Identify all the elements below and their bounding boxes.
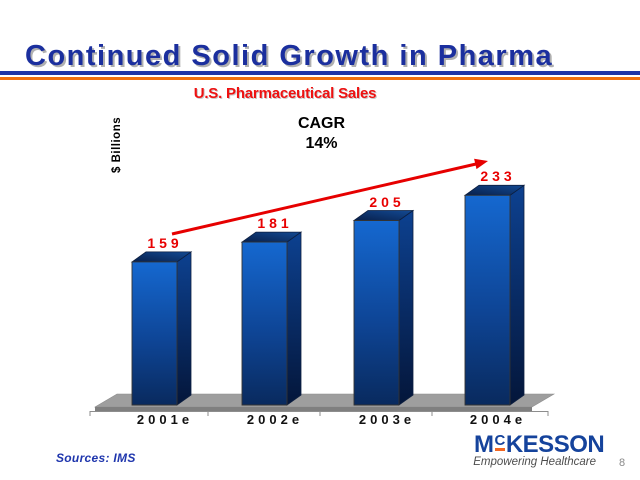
bar-value-label: 181: [257, 215, 293, 232]
chart-subtitle: U.S. Pharmaceutical Sales: [193, 85, 377, 102]
trend-arrow-line: [171, 162, 477, 236]
x-axis-label: 2002e: [246, 412, 304, 427]
bar-2002e: [241, 241, 288, 406]
cagr-label: CAGR: [297, 115, 346, 132]
bar-value-label: 205: [369, 193, 405, 210]
bar-side-2004e: [509, 184, 525, 406]
page-number: 8: [619, 457, 626, 469]
bar-2003e: [353, 220, 400, 406]
bar-2004e: [464, 194, 511, 406]
bar-side-2003e: [398, 209, 414, 406]
logo-superscript-c: C: [494, 432, 505, 451]
cagr-annotation: CAGR 14%: [271, 114, 372, 154]
chart-floor-front: [95, 407, 532, 411]
logo-wordmark-rest: KESSON: [505, 431, 605, 458]
bar-2001e: [131, 261, 178, 406]
title-rule-blue: [0, 71, 640, 75]
title-rule-orange: [0, 77, 640, 80]
mckesson-logo: MCKESSON: [474, 431, 605, 458]
logo-m: M: [474, 431, 494, 458]
slide-title: Continued Solid Growth in Pharma: [25, 40, 554, 72]
cagr-value: 14%: [305, 135, 338, 152]
source-note: Sources: IMS: [56, 451, 136, 465]
x-axis-label: 2004e: [469, 412, 527, 427]
x-axis-label: 2001e: [136, 412, 194, 427]
bar-value-label: 159: [147, 234, 183, 251]
bar-side-2001e: [176, 251, 192, 406]
bar-side-2002e: [286, 231, 302, 406]
x-axis-label: 2003e: [358, 412, 416, 427]
bar-value-label: 233: [480, 168, 516, 185]
trend-arrow-head: [474, 158, 488, 170]
logo-tagline: Empowering Healthcare: [473, 456, 596, 468]
